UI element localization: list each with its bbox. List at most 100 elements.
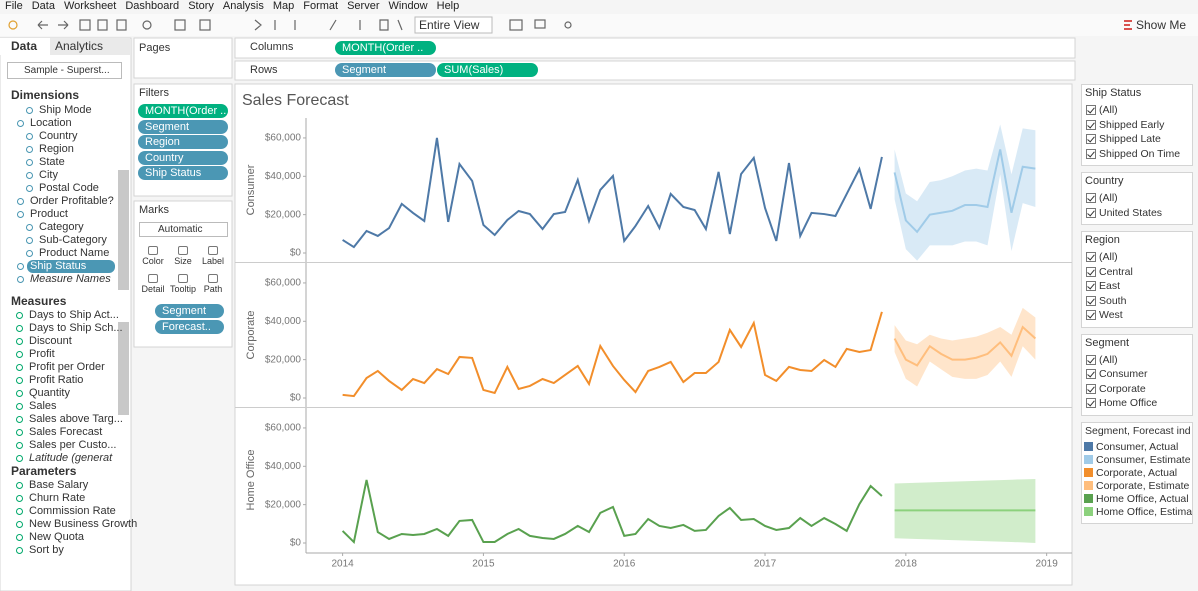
filter-pill[interactable]: Region	[138, 135, 228, 149]
checkbox[interactable]	[1086, 193, 1096, 203]
filter-item[interactable]: (All)	[1099, 353, 1118, 366]
menu-item[interactable]: Format	[303, 0, 339, 12]
checkbox[interactable]	[1086, 119, 1096, 130]
checkbox[interactable]	[1086, 266, 1096, 277]
field-pill[interactable]: Ship Status	[27, 260, 115, 273]
menu-item[interactable]: Help	[436, 0, 460, 12]
checkbox[interactable]	[1086, 252, 1096, 262]
mark-type[interactable]: Automatic	[139, 222, 228, 237]
checkbox[interactable]	[1086, 148, 1096, 159]
filter-item[interactable]: Consumer	[1099, 368, 1148, 380]
field[interactable]: New Quota	[29, 531, 85, 543]
checkbox[interactable]	[1086, 383, 1096, 394]
field[interactable]: Commission Rate	[29, 505, 116, 517]
field[interactable]: City	[39, 169, 58, 181]
filter-pill[interactable]: MONTH(Order ..	[138, 104, 228, 118]
field[interactable]: State	[39, 156, 65, 168]
checkbox[interactable]	[1086, 295, 1096, 306]
field[interactable]: Sales	[29, 400, 57, 412]
field[interactable]: Latitude (generat	[29, 452, 113, 464]
field[interactable]: Sales per Custo...	[29, 439, 117, 451]
legend-item[interactable]: Corporate, Estimate	[1096, 479, 1190, 492]
field[interactable]: Ship Mode	[39, 104, 92, 116]
datasource[interactable]: Sample - Superst...	[7, 62, 122, 79]
menu-item[interactable]: Analysis	[222, 0, 264, 12]
filter-item[interactable]: Corporate	[1099, 382, 1146, 395]
mark-button[interactable]: Tooltip	[169, 284, 196, 294]
field[interactable]: Order Profitable?	[30, 195, 114, 207]
filter-item[interactable]: Shipped Late	[1099, 133, 1161, 145]
filter-item[interactable]: United States	[1099, 206, 1163, 219]
field[interactable]: Sub-Category	[39, 234, 107, 246]
mark-button[interactable]: Detail	[141, 284, 165, 294]
fit-dropdown[interactable]	[414, 16, 493, 34]
checkbox[interactable]	[1086, 398, 1096, 408]
menu-item[interactable]: Window	[388, 0, 428, 12]
filter-item[interactable]: (All)	[1099, 192, 1118, 204]
menu-item[interactable]: Map	[272, 0, 295, 12]
field[interactable]: Discount	[29, 335, 72, 347]
field[interactable]: Measure Names	[30, 273, 111, 285]
filter-item[interactable]: Shipped Early	[1099, 118, 1165, 131]
menu-item[interactable]: File	[5, 0, 23, 12]
field[interactable]: Sales above Targ...	[29, 413, 123, 425]
mark-button[interactable]: Label	[201, 256, 225, 266]
filter-item[interactable]: West	[1099, 309, 1123, 321]
field[interactable]: Profit	[29, 348, 55, 360]
checkbox[interactable]	[1086, 369, 1096, 379]
field[interactable]: Product Name	[39, 247, 110, 259]
legend-item[interactable]: Consumer, Estimate	[1096, 453, 1191, 466]
field[interactable]: Sort by	[29, 544, 64, 556]
field[interactable]: Country	[39, 130, 78, 142]
filter-item[interactable]: South	[1099, 294, 1127, 307]
filter-item[interactable]: (All)	[1099, 251, 1118, 263]
field[interactable]: Profit per Order	[29, 361, 105, 373]
mark-pill[interactable]: Segment	[155, 304, 224, 318]
shelf-pill[interactable]: MONTH(Order ..	[335, 41, 436, 55]
mark-button[interactable]: Color	[142, 256, 164, 266]
checkbox[interactable]	[1086, 354, 1096, 365]
menu-item[interactable]: Dashboard	[125, 0, 180, 12]
field[interactable]: Base Salary	[29, 479, 89, 491]
field[interactable]: Days to Ship Sch...	[29, 322, 123, 334]
legend-item[interactable]: Home Office, Estima..	[1096, 505, 1192, 518]
field[interactable]: Profit Ratio	[29, 374, 84, 386]
show-me[interactable]: Show Me	[1136, 18, 1187, 32]
tab[interactable]: Data	[0, 38, 50, 55]
menu-item[interactable]: Data	[31, 0, 55, 12]
menu-item[interactable]: Server	[347, 0, 380, 12]
menu-item[interactable]: Worksheet	[63, 0, 117, 12]
filter-pill[interactable]: Segment	[138, 119, 228, 134]
filter-pill[interactable]: Ship Status	[138, 166, 228, 180]
tab[interactable]: Analytics	[50, 38, 130, 55]
checkbox[interactable]	[1086, 207, 1096, 218]
checkbox[interactable]	[1086, 105, 1096, 115]
field[interactable]: Category	[39, 221, 84, 233]
field[interactable]: Quantity	[29, 387, 70, 399]
shelf-pill[interactable]: SUM(Sales)	[437, 63, 538, 77]
legend-item[interactable]: Consumer, Actual	[1096, 440, 1179, 453]
filter-item[interactable]: (All)	[1099, 104, 1118, 116]
checkbox[interactable]	[1086, 134, 1096, 144]
filter-pill[interactable]: Country	[138, 150, 228, 165]
shelf-pill[interactable]: Segment	[335, 63, 436, 77]
filter-item[interactable]: Central	[1099, 265, 1133, 278]
mark-button[interactable]: Path	[203, 284, 223, 294]
field[interactable]: Postal Code	[39, 182, 99, 194]
field[interactable]: Days to Ship Act...	[29, 309, 119, 321]
field[interactable]: Product	[30, 208, 68, 220]
field[interactable]: New Business Growth	[29, 518, 138, 530]
filter-item[interactable]: Shipped On Time	[1099, 147, 1181, 160]
filter-item[interactable]: East	[1099, 280, 1121, 292]
mark-button[interactable]: Size	[174, 256, 192, 266]
menu-item[interactable]: Story	[188, 0, 214, 12]
checkbox[interactable]	[1086, 281, 1096, 291]
filter-item[interactable]: Home Office	[1099, 397, 1158, 409]
field[interactable]: Sales Forecast	[29, 426, 103, 438]
checkbox[interactable]	[1086, 310, 1096, 320]
mark-pill[interactable]: Forecast..	[155, 320, 224, 334]
field[interactable]: Location	[30, 117, 72, 129]
legend-item[interactable]: Corporate, Actual	[1096, 466, 1178, 479]
field[interactable]: Churn Rate	[29, 492, 86, 504]
field[interactable]: Region	[39, 143, 74, 155]
